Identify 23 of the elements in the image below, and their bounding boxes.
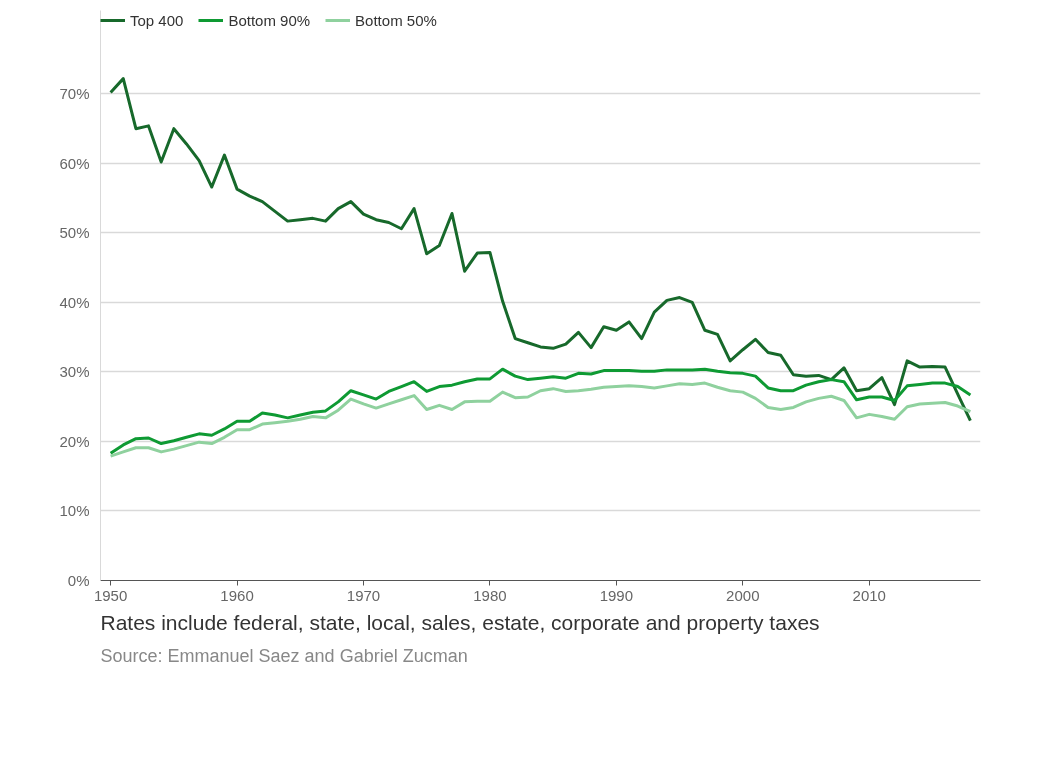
x-tick-label: 1950: [93, 586, 128, 604]
x-tick-label: 1990: [599, 586, 634, 604]
legend-label: Bottom 50%: [355, 11, 437, 29]
x-tick-label: 1970: [346, 586, 381, 604]
legend-label: Top 400: [130, 11, 184, 29]
source-note: Source: Emmanuel Saez and Gabriel Zucman: [100, 645, 468, 666]
line-series: [109, 381, 972, 458]
y-tick-label: 30%: [59, 363, 90, 381]
y-tick-label: 50%: [59, 224, 90, 242]
y-tick-label: 60%: [59, 154, 90, 172]
x-tick-label: 1980: [473, 586, 507, 604]
y-tick-label: 20%: [59, 432, 90, 450]
x-tick-label: 2000: [726, 586, 760, 604]
text: Rates include federal, state, local, sales, estate, corporate and property taxes: [100, 610, 820, 634]
y-tick-label: 0%: [67, 572, 90, 589]
y-tick-label: 40%: [59, 293, 90, 311]
y-tick-label: 70%: [59, 85, 90, 103]
x-tick-label: 2010: [852, 586, 886, 604]
legend-label: Bottom 90%: [228, 11, 311, 29]
line-series: [109, 77, 972, 423]
y-tick-label: 10%: [59, 502, 90, 520]
x-tick-label: 1960: [220, 586, 254, 604]
line-series: [109, 367, 972, 455]
